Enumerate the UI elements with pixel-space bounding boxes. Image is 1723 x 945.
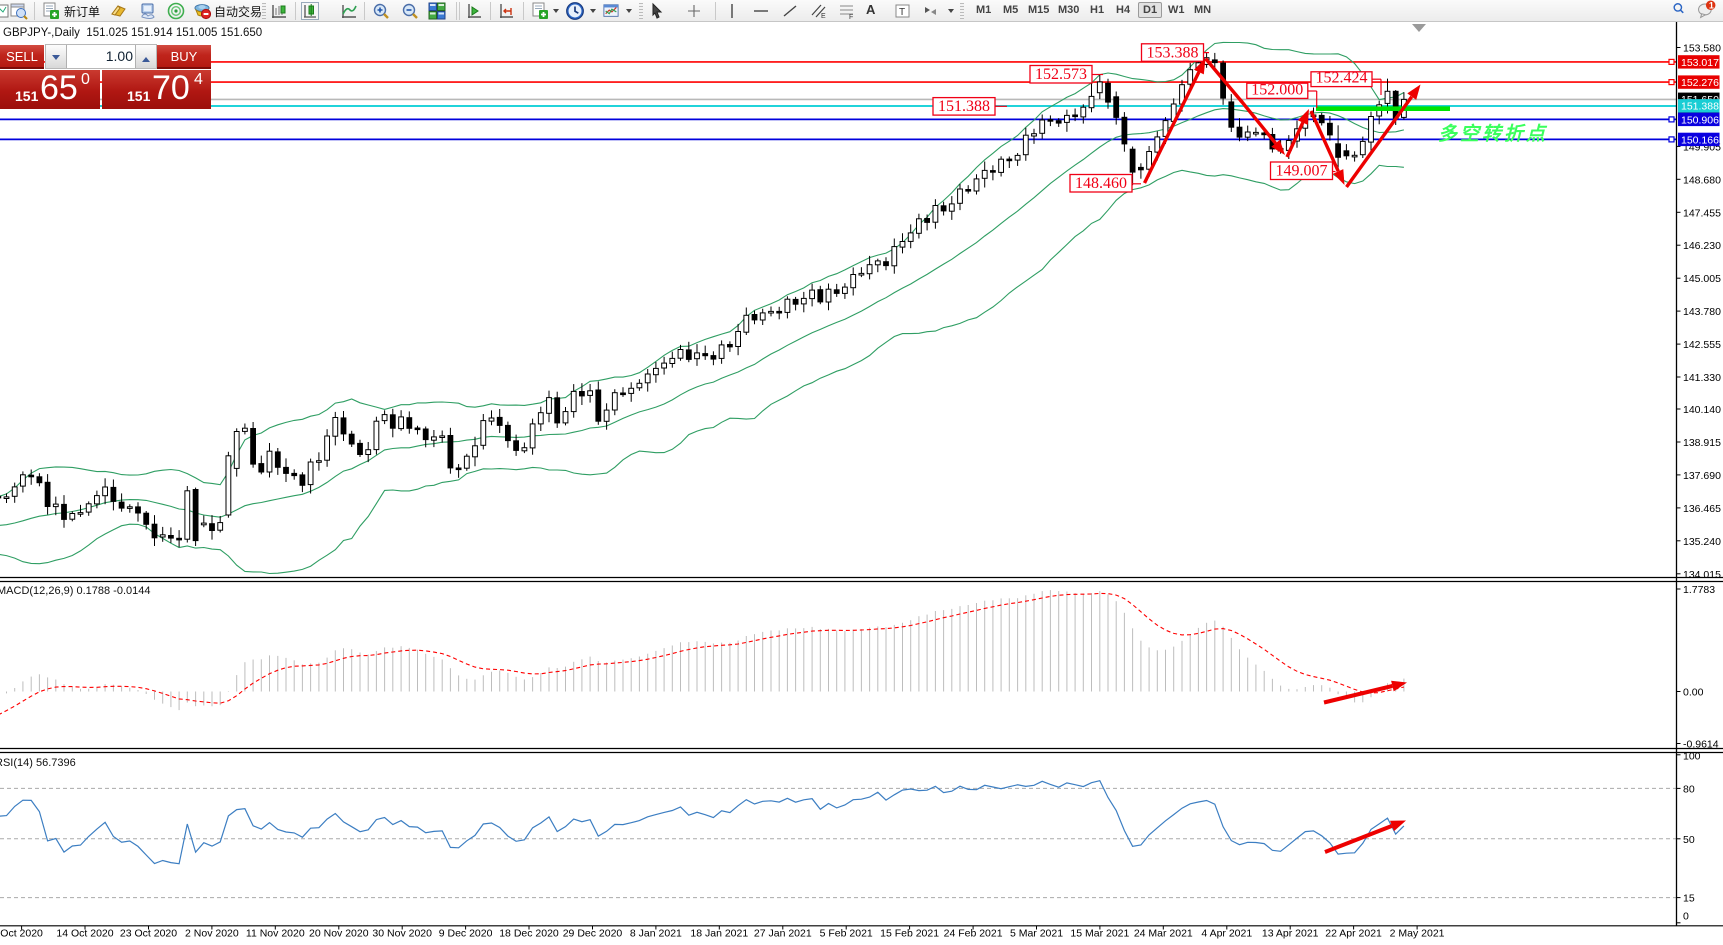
svg-text:MACD(12,26,9) 0.1788 -0.0144: MACD(12,26,9) 0.1788 -0.0144 — [0, 585, 150, 597]
svg-text:152.276: 152.276 — [1681, 77, 1719, 89]
svg-text:153.388: 153.388 — [1147, 44, 1199, 61]
svg-text:150.906: 150.906 — [1681, 114, 1719, 126]
svg-text:80: 80 — [1683, 783, 1695, 795]
svg-text:136.465: 136.465 — [1683, 503, 1721, 515]
svg-text:20 Nov 2020: 20 Nov 2020 — [309, 928, 369, 940]
svg-text:13 Apr 2021: 13 Apr 2021 — [1262, 928, 1319, 940]
svg-text:29 Dec 2020: 29 Dec 2020 — [563, 928, 623, 940]
svg-text:4 Apr 2021: 4 Apr 2021 — [1201, 928, 1252, 940]
svg-text:18 Jan 2021: 18 Jan 2021 — [690, 928, 748, 940]
svg-text:GBPJPY-,Daily 151.025 151.914: GBPJPY-,Daily 151.025 151.914 151.005 15… — [3, 27, 262, 39]
svg-text:152.424: 152.424 — [1316, 70, 1368, 87]
svg-text:23 Oct 2020: 23 Oct 2020 — [120, 928, 177, 940]
svg-text:149.007: 149.007 — [1276, 163, 1328, 180]
svg-text:140.140: 140.140 — [1683, 404, 1721, 416]
svg-text:145.005: 145.005 — [1683, 273, 1721, 285]
svg-text:148.680: 148.680 — [1683, 174, 1721, 186]
svg-text:8 Jan 2021: 8 Jan 2021 — [630, 928, 682, 940]
svg-text:24 Mar 2021: 24 Mar 2021 — [1134, 928, 1193, 940]
svg-text:T: T — [899, 7, 905, 18]
svg-text:Oct 2020: Oct 2020 — [0, 928, 43, 940]
svg-text:150.166: 150.166 — [1681, 134, 1719, 146]
svg-text:15 Feb 2021: 15 Feb 2021 — [880, 928, 939, 940]
svg-text:18 Dec 2020: 18 Dec 2020 — [499, 928, 559, 940]
svg-text:143.780: 143.780 — [1683, 306, 1721, 318]
svg-text:153.580: 153.580 — [1683, 43, 1721, 55]
svg-text:141.330: 141.330 — [1683, 372, 1721, 384]
svg-text:30 Nov 2020: 30 Nov 2020 — [372, 928, 432, 940]
svg-text:15: 15 — [1683, 893, 1695, 905]
svg-text:151.388: 151.388 — [1681, 101, 1719, 113]
svg-text:2 Nov 2020: 2 Nov 2020 — [185, 928, 239, 940]
svg-text:0.00: 0.00 — [1683, 687, 1704, 699]
svg-text:148.460: 148.460 — [1075, 175, 1127, 192]
svg-text:152.573: 152.573 — [1035, 66, 1087, 83]
svg-text:151.388: 151.388 — [938, 98, 990, 115]
svg-text:100: 100 — [1683, 751, 1701, 763]
svg-text:5 Feb 2021: 5 Feb 2021 — [820, 928, 873, 940]
svg-text:F: F — [849, 14, 853, 20]
svg-text:14 Oct 2020: 14 Oct 2020 — [56, 928, 113, 940]
svg-text:1: 1 — [1709, 0, 1714, 10]
svg-text:135.240: 135.240 — [1683, 536, 1721, 548]
svg-text:1.7783: 1.7783 — [1683, 584, 1715, 596]
svg-text:50: 50 — [1683, 834, 1695, 846]
svg-text:138.915: 138.915 — [1683, 437, 1721, 449]
svg-text:E: E — [821, 13, 826, 20]
svg-text:0: 0 — [1683, 911, 1689, 923]
svg-text:RSI(14) 56.7396: RSI(14) 56.7396 — [0, 757, 76, 769]
svg-text:多空转折点: 多空转折点 — [1438, 123, 1548, 145]
svg-text:22 Apr 2021: 22 Apr 2021 — [1325, 928, 1382, 940]
svg-text:11 Nov 2020: 11 Nov 2020 — [246, 928, 305, 940]
svg-text:152.000: 152.000 — [1251, 81, 1303, 98]
svg-text:5 Mar 2021: 5 Mar 2021 — [1010, 928, 1063, 940]
svg-text:15 Mar 2021: 15 Mar 2021 — [1070, 928, 1129, 940]
svg-text:137.690: 137.690 — [1683, 470, 1721, 482]
svg-text:24 Feb 2021: 24 Feb 2021 — [944, 928, 1003, 940]
svg-text:2 May 2021: 2 May 2021 — [1390, 928, 1445, 940]
svg-text:27 Jan 2021: 27 Jan 2021 — [754, 928, 812, 940]
svg-text:9 Dec 2020: 9 Dec 2020 — [439, 928, 493, 940]
svg-text:-0.9614: -0.9614 — [1683, 739, 1719, 751]
svg-text:146.230: 146.230 — [1683, 240, 1721, 252]
svg-text:153.017: 153.017 — [1681, 57, 1719, 69]
svg-text:142.555: 142.555 — [1683, 339, 1721, 351]
svg-text:134.015: 134.015 — [1683, 569, 1721, 581]
svg-text:147.455: 147.455 — [1683, 207, 1721, 219]
